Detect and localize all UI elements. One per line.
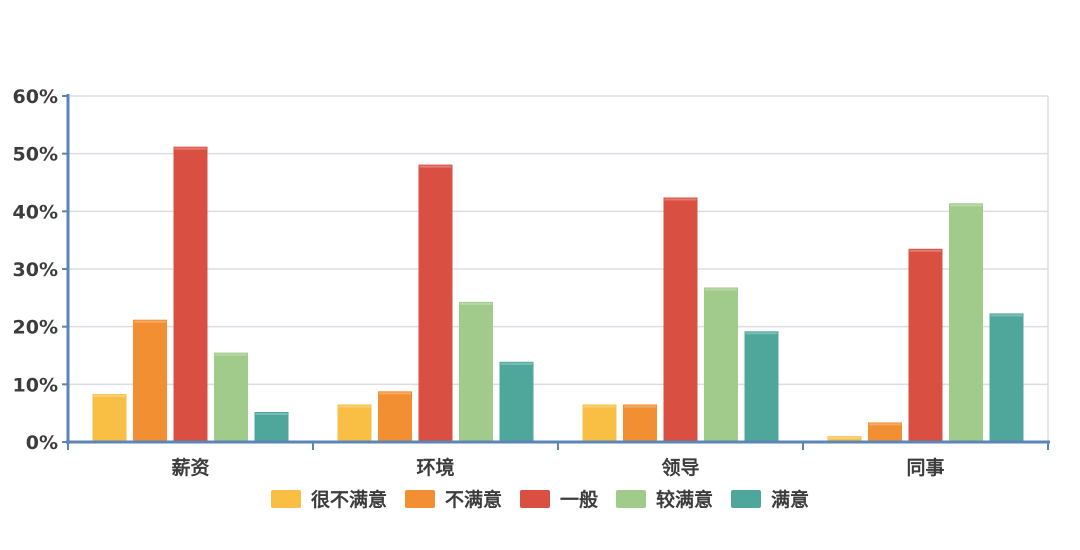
bar: [337, 404, 372, 442]
bar-highlight: [215, 353, 247, 356]
bar-highlight: [419, 165, 452, 168]
bar-highlight: [379, 392, 411, 395]
y-tick-label: 30%: [13, 259, 58, 281]
bar: [214, 352, 248, 442]
bar-highlight: [500, 362, 533, 365]
y-tick-labels: 0% 10% 20% 30% 40% 50% 60%: [13, 86, 58, 454]
bar-highlight: [909, 249, 942, 252]
bar: [989, 313, 1024, 442]
x-category-label: 同事: [906, 456, 944, 479]
bar-highlight: [664, 198, 697, 201]
legend-swatch: [616, 490, 646, 508]
bar-highlight: [828, 437, 861, 440]
legend-swatch: [731, 490, 761, 508]
bar: [623, 404, 657, 442]
bar-highlight: [255, 413, 288, 415]
bar-highlight: [583, 405, 616, 408]
bar: [173, 146, 208, 442]
legend-item: 很不满意: [271, 488, 387, 511]
bar-highlight: [624, 405, 656, 408]
bar: [908, 248, 943, 442]
y-tick-label: 0%: [26, 432, 58, 454]
legend-swatch: [405, 490, 435, 508]
bar: [868, 422, 902, 442]
bar: [418, 164, 453, 442]
bar-highlight: [869, 423, 901, 426]
bar-highlight: [93, 395, 126, 398]
legend-label: 不满意: [445, 488, 502, 511]
bar: [92, 394, 127, 442]
y-tick-label: 20%: [13, 317, 58, 339]
x-category-label: 领导: [661, 456, 699, 479]
x-category-label: 薪资: [171, 456, 209, 479]
bar: [499, 361, 534, 442]
bar-highlight: [990, 314, 1023, 317]
x-category-label: 环境: [416, 456, 454, 479]
axes: [62, 94, 1050, 450]
bar: [582, 404, 617, 442]
bars: [92, 146, 1024, 442]
y-tick-label: 50%: [13, 144, 58, 166]
legend-item: 不满意: [405, 488, 502, 511]
legend-label: 一般: [560, 488, 598, 511]
y-tick-label: 10%: [13, 374, 58, 396]
bar: [254, 412, 289, 442]
bar: [133, 319, 167, 442]
bar: [949, 203, 983, 442]
bar: [459, 301, 493, 442]
legend-swatch: [271, 490, 301, 508]
bar: [378, 391, 412, 442]
bar: [704, 287, 738, 442]
bar-highlight: [950, 204, 982, 207]
legend-swatch: [520, 490, 550, 508]
legend-item: 较满意: [616, 488, 713, 511]
bar: [827, 436, 862, 442]
y-tick-label: 40%: [13, 201, 58, 223]
bar-highlight: [174, 147, 207, 150]
y-tick-label: 60%: [13, 86, 58, 108]
x-category-labels: 薪资 环境 领导 同事: [171, 456, 944, 479]
legend-label: 较满意: [656, 488, 713, 511]
bar: [744, 331, 779, 442]
legend-label: 满意: [771, 488, 809, 511]
bar-highlight: [745, 332, 778, 335]
legend-item: 一般: [520, 488, 598, 511]
bar-highlight: [338, 405, 371, 408]
legend-label: 很不满意: [311, 488, 387, 511]
gridlines: [68, 95, 1049, 442]
legend: 很不满意 不满意 一般 较满意 满意: [271, 488, 809, 511]
bar-highlight: [134, 320, 166, 323]
bar-highlight: [460, 302, 492, 305]
bar-highlight: [705, 288, 737, 291]
legend-item: 满意: [731, 488, 809, 511]
bar: [663, 197, 698, 442]
